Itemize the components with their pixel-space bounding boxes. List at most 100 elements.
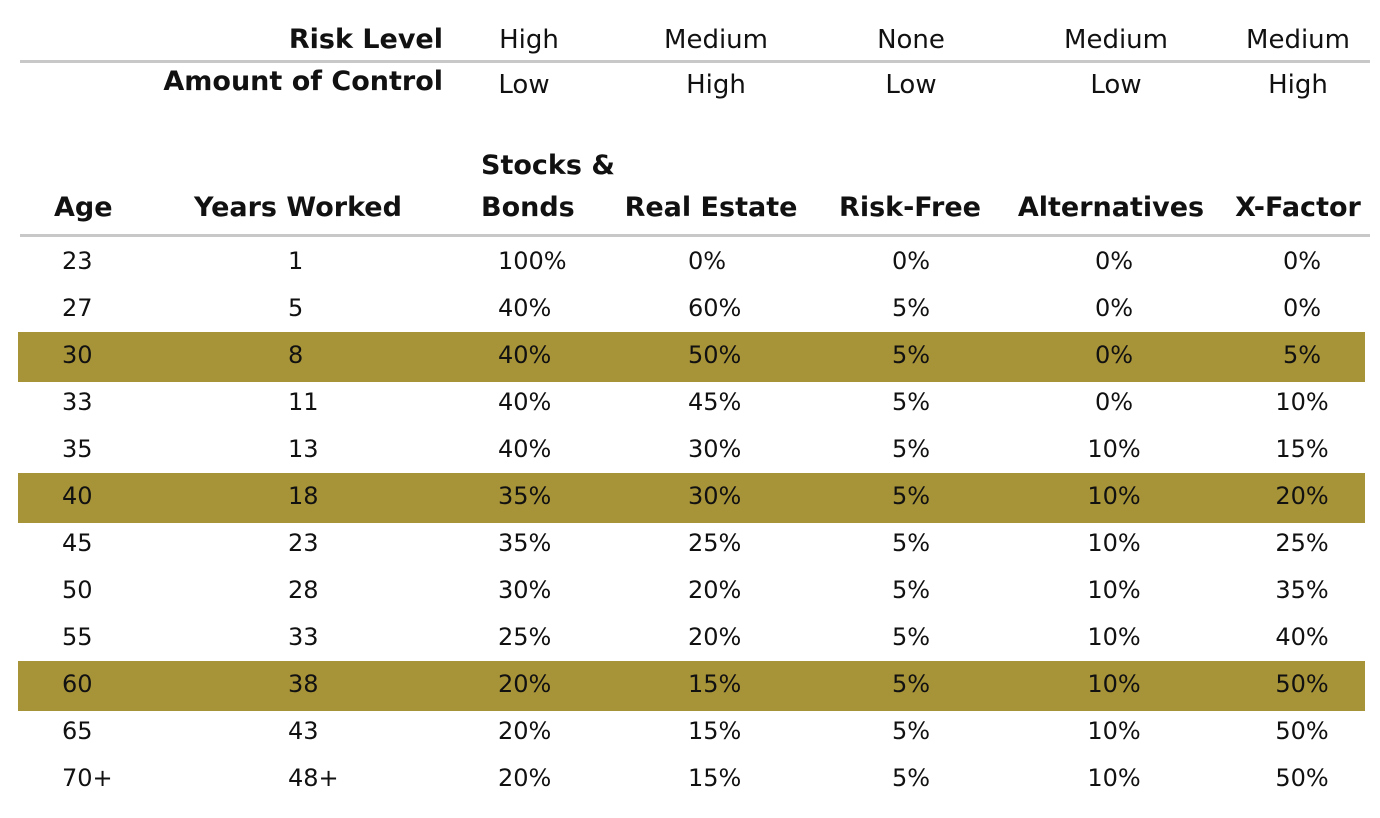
cell-age: 27 xyxy=(62,294,93,322)
control-risk-free: Low xyxy=(885,70,937,100)
cell-alternatives: 0% xyxy=(1094,388,1134,416)
column-header-real-estate: Real Estate xyxy=(624,192,798,223)
cell-stocks-bonds: 35% xyxy=(498,482,552,510)
cell-x-factor: 35% xyxy=(1275,576,1329,604)
cell-stocks-bonds: 40% xyxy=(498,388,552,416)
cell-age: 65 xyxy=(62,717,93,745)
column-header-years-worked: Years Worked xyxy=(194,192,402,223)
cell-alternatives: 10% xyxy=(1087,623,1141,651)
cell-stocks-bonds: 40% xyxy=(498,294,552,322)
risk-level-real-estate: Medium xyxy=(664,25,768,55)
cell-alternatives: 0% xyxy=(1094,294,1134,322)
cell-real-estate: 45% xyxy=(688,388,742,416)
cell-years-worked: 33 xyxy=(288,623,319,651)
cell-risk-free: 5% xyxy=(891,529,931,557)
cell-stocks-bonds: 20% xyxy=(498,717,552,745)
cell-years-worked: 38 xyxy=(288,670,319,698)
cell-stocks-bonds: 40% xyxy=(498,435,552,463)
cell-age: 70+ xyxy=(62,764,113,792)
cell-age: 40 xyxy=(62,482,93,510)
cell-real-estate: 15% xyxy=(688,670,742,698)
cell-risk-free: 5% xyxy=(891,341,931,369)
cell-age: 23 xyxy=(62,247,93,275)
cell-years-worked: 48+ xyxy=(288,764,339,792)
cell-risk-free: 5% xyxy=(891,670,931,698)
cell-real-estate: 50% xyxy=(688,341,742,369)
cell-alternatives: 10% xyxy=(1087,576,1141,604)
cell-x-factor: 50% xyxy=(1275,670,1329,698)
cell-x-factor: 0% xyxy=(1282,294,1322,322)
cell-risk-free: 5% xyxy=(891,764,931,792)
cell-x-factor: 10% xyxy=(1275,388,1329,416)
column-header-alternatives: Alternatives xyxy=(1017,192,1205,223)
cell-alternatives: 0% xyxy=(1094,247,1134,275)
cell-years-worked: 43 xyxy=(288,717,319,745)
cell-real-estate: 30% xyxy=(688,482,742,510)
cell-alternatives: 10% xyxy=(1087,670,1141,698)
cell-x-factor: 50% xyxy=(1275,764,1329,792)
column-header-stocks-line2: Bonds xyxy=(481,192,575,223)
cell-x-factor: 40% xyxy=(1275,623,1329,651)
cell-real-estate: 60% xyxy=(688,294,742,322)
cell-years-worked: 8 xyxy=(288,341,304,369)
risk-level-alternatives: Medium xyxy=(1064,25,1168,55)
cell-risk-free: 5% xyxy=(891,623,931,651)
meta-divider xyxy=(20,60,1370,63)
cell-real-estate: 20% xyxy=(688,623,742,651)
cell-real-estate: 0% xyxy=(688,247,727,275)
highlight-band xyxy=(18,473,1365,523)
cell-risk-free: 5% xyxy=(891,576,931,604)
risk-level-label: Risk Level xyxy=(288,24,443,55)
cell-stocks-bonds: 35% xyxy=(498,529,552,557)
risk-level-x-factor: Medium xyxy=(1246,25,1350,55)
cell-stocks-bonds: 100% xyxy=(498,247,567,275)
cell-alternatives: 0% xyxy=(1094,341,1134,369)
cell-stocks-bonds: 25% xyxy=(498,623,552,651)
cell-age: 50 xyxy=(62,576,93,604)
cell-real-estate: 25% xyxy=(688,529,742,557)
control-stocks: Low xyxy=(498,70,550,100)
cell-real-estate: 20% xyxy=(688,576,742,604)
cell-risk-free: 5% xyxy=(891,388,931,416)
cell-alternatives: 10% xyxy=(1087,482,1141,510)
cell-alternatives: 10% xyxy=(1087,529,1141,557)
cell-age: 33 xyxy=(62,388,93,416)
cell-x-factor: 15% xyxy=(1275,435,1329,463)
cell-risk-free: 5% xyxy=(891,482,931,510)
risk-level-risk-free: None xyxy=(877,25,945,55)
cell-x-factor: 50% xyxy=(1275,717,1329,745)
cell-years-worked: 11 xyxy=(288,388,319,416)
cell-real-estate: 30% xyxy=(688,435,742,463)
highlight-band xyxy=(18,661,1365,711)
cell-stocks-bonds: 20% xyxy=(498,670,552,698)
cell-risk-free: 5% xyxy=(891,435,931,463)
cell-years-worked: 1 xyxy=(288,247,304,275)
header-divider xyxy=(20,234,1370,237)
column-header-stocks-line1: Stocks & xyxy=(481,150,615,181)
cell-x-factor: 5% xyxy=(1282,341,1322,369)
cell-stocks-bonds: 40% xyxy=(498,341,552,369)
cell-years-worked: 28 xyxy=(288,576,319,604)
risk-level-stocks: High xyxy=(499,25,559,55)
cell-alternatives: 10% xyxy=(1087,435,1141,463)
cell-real-estate: 15% xyxy=(688,717,742,745)
cell-age: 60 xyxy=(62,670,93,698)
cell-risk-free: 5% xyxy=(891,717,931,745)
cell-x-factor: 0% xyxy=(1282,247,1322,275)
highlight-band xyxy=(18,332,1365,382)
cell-age: 55 xyxy=(62,623,93,651)
cell-stocks-bonds: 20% xyxy=(498,764,552,792)
amount-of-control-label: Amount of Control xyxy=(163,66,443,97)
control-real-estate: High xyxy=(686,70,746,100)
cell-alternatives: 10% xyxy=(1087,717,1141,745)
cell-x-factor: 25% xyxy=(1275,529,1329,557)
cell-years-worked: 18 xyxy=(288,482,319,510)
cell-age: 30 xyxy=(62,341,93,369)
cell-risk-free: 0% xyxy=(891,247,931,275)
cell-age: 35 xyxy=(62,435,93,463)
cell-risk-free: 5% xyxy=(891,294,931,322)
cell-age: 45 xyxy=(62,529,93,557)
cell-alternatives: 10% xyxy=(1087,764,1141,792)
cell-years-worked: 5 xyxy=(288,294,304,322)
control-x-factor: High xyxy=(1268,70,1328,100)
